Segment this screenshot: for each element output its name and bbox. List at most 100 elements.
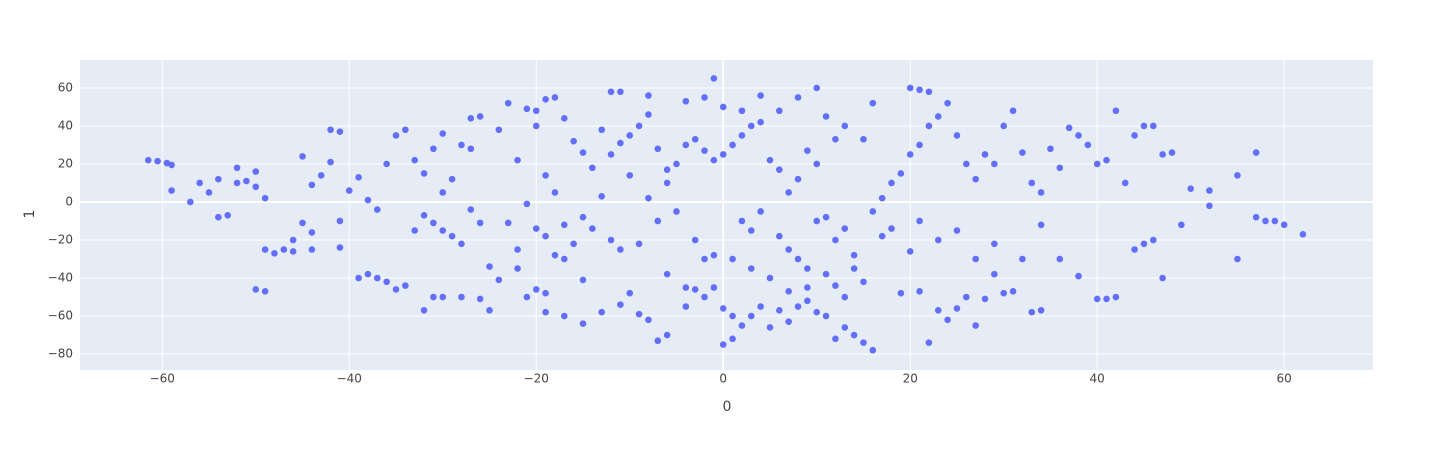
point	[869, 346, 877, 354]
point	[308, 181, 316, 189]
point	[682, 97, 690, 105]
point	[860, 278, 867, 286]
point	[532, 225, 540, 232]
point	[617, 301, 624, 308]
point	[766, 274, 774, 282]
point	[1252, 213, 1260, 221]
point	[663, 270, 671, 278]
point	[916, 141, 923, 149]
point	[804, 284, 811, 291]
point	[495, 276, 503, 284]
point	[1262, 217, 1269, 225]
point	[374, 274, 381, 282]
point	[542, 232, 549, 240]
y-tick-label: −20	[48, 232, 73, 246]
point	[719, 305, 727, 312]
point	[710, 284, 718, 291]
x-tick-label: −40	[337, 372, 362, 386]
point	[1028, 308, 1036, 316]
point	[252, 183, 260, 191]
point	[1178, 221, 1185, 229]
point	[794, 303, 802, 310]
point	[1075, 272, 1082, 280]
point	[1112, 107, 1120, 115]
point	[598, 308, 605, 316]
point	[467, 145, 475, 153]
point	[271, 249, 278, 257]
point	[776, 107, 783, 115]
point	[514, 265, 521, 272]
point	[224, 211, 232, 219]
point	[598, 192, 605, 200]
point	[729, 255, 736, 263]
point	[542, 172, 549, 179]
point	[906, 84, 914, 92]
point	[289, 236, 297, 244]
point	[747, 265, 755, 272]
point	[841, 324, 849, 331]
point	[645, 92, 652, 99]
point	[420, 170, 428, 177]
point	[336, 244, 344, 251]
x-tick-label: 20	[903, 372, 918, 386]
point	[317, 172, 325, 179]
point	[448, 232, 456, 240]
point	[991, 160, 998, 168]
point	[374, 206, 381, 213]
point	[738, 132, 746, 139]
point	[355, 274, 362, 282]
point	[710, 251, 718, 259]
point	[1149, 122, 1157, 130]
point	[617, 246, 624, 253]
point	[729, 312, 736, 320]
point	[144, 156, 152, 164]
point	[607, 88, 615, 96]
point	[663, 179, 671, 187]
point	[1112, 293, 1120, 301]
point	[1131, 246, 1138, 253]
point	[261, 246, 269, 253]
point	[570, 137, 577, 145]
x-tick-label: 60	[1277, 372, 1292, 386]
point	[850, 331, 858, 339]
point	[504, 99, 512, 107]
point	[196, 179, 203, 187]
point	[532, 107, 540, 115]
point	[1103, 156, 1110, 164]
point	[1159, 274, 1166, 282]
point	[944, 316, 951, 324]
point	[1187, 185, 1194, 192]
y-tick-label: 20	[58, 156, 73, 170]
point	[701, 293, 708, 301]
point	[168, 161, 175, 169]
point	[850, 265, 858, 272]
point	[776, 307, 783, 314]
point	[701, 255, 708, 263]
y-tick-label: 0	[65, 194, 73, 208]
point	[813, 217, 821, 225]
point	[682, 141, 690, 149]
point	[430, 219, 437, 227]
point	[757, 118, 764, 126]
point	[794, 255, 802, 263]
point	[906, 151, 914, 158]
point	[635, 240, 643, 248]
points	[144, 75, 1307, 354]
point	[832, 335, 839, 343]
point	[822, 312, 830, 320]
point	[523, 200, 531, 208]
point	[458, 240, 465, 248]
point	[345, 187, 353, 194]
point	[626, 172, 634, 179]
point	[1168, 149, 1176, 156]
point	[607, 236, 615, 244]
point	[579, 149, 587, 156]
point	[869, 208, 877, 215]
point	[560, 221, 568, 229]
point	[972, 255, 979, 263]
point	[579, 320, 587, 327]
point	[261, 288, 269, 295]
point	[654, 337, 662, 345]
point	[1000, 122, 1008, 130]
point	[822, 113, 830, 120]
